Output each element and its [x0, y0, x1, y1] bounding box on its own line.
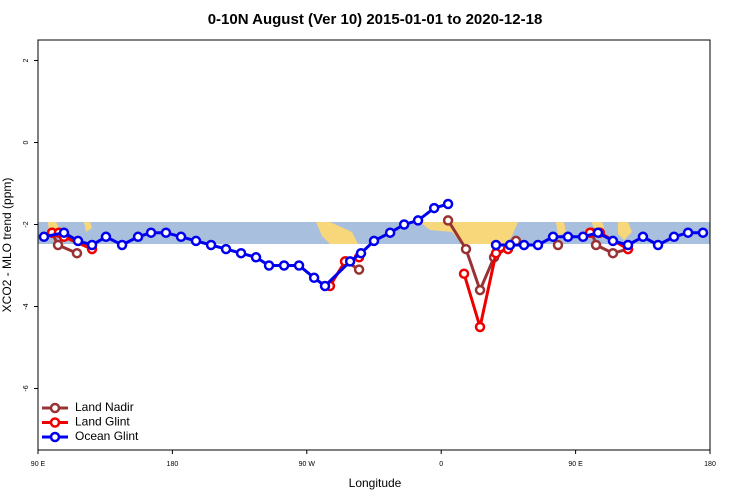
- data-point: [100, 231, 112, 243]
- data-point: [205, 239, 217, 251]
- x-axis-label: Longitude: [349, 476, 402, 490]
- data-point: [250, 252, 262, 263]
- data-point: [697, 227, 709, 238]
- data-point: [504, 239, 516, 251]
- data-point: [607, 235, 619, 247]
- data-point: [532, 239, 544, 251]
- map-strip: [38, 222, 710, 244]
- legend-label: Land Nadir: [75, 400, 134, 414]
- data-point: [442, 215, 454, 226]
- data-point: [72, 235, 84, 247]
- data-point: [490, 239, 502, 251]
- data-point: [458, 268, 470, 279]
- data-point: [668, 231, 680, 243]
- plot-frame: [37, 39, 711, 451]
- data-point: [355, 247, 367, 259]
- y-tick-label: -4: [23, 303, 30, 309]
- data-point: [607, 247, 619, 259]
- data-point: [175, 231, 187, 243]
- data-point: [552, 239, 564, 251]
- data-point: [190, 235, 202, 247]
- data-point: [235, 247, 247, 259]
- x-tick-label: 180: [167, 461, 179, 468]
- data-point: [682, 227, 694, 238]
- data-point: [398, 219, 410, 230]
- data-point: [518, 239, 530, 251]
- data-point: [319, 280, 331, 292]
- data-point: [353, 264, 365, 275]
- data-point: [52, 239, 64, 251]
- data-point: [474, 321, 486, 333]
- data-point: [278, 260, 290, 271]
- data-point: [474, 284, 486, 296]
- legend-marker: [49, 417, 61, 428]
- y-tick-label: 0: [23, 140, 30, 144]
- data-point: [58, 227, 70, 238]
- x-tick-label: 180: [704, 461, 716, 468]
- data-point: [293, 260, 305, 271]
- y-axis-label: XCO2 - MLO trend (ppm): [0, 178, 14, 313]
- data-point: [116, 239, 128, 251]
- y-tick-label: -6: [23, 385, 30, 391]
- data-point: [428, 202, 440, 214]
- legend-label: Ocean Glint: [75, 429, 139, 443]
- data-point: [132, 231, 144, 243]
- data-point: [592, 227, 604, 238]
- data-point: [637, 231, 649, 243]
- series-line: [43, 202, 449, 288]
- data-point: [442, 198, 454, 210]
- data-point: [71, 247, 83, 259]
- y-tick-label: 2: [23, 58, 30, 62]
- data-point: [547, 231, 559, 243]
- data-point: [412, 215, 424, 226]
- series-line: [590, 232, 629, 255]
- data-point: [562, 231, 574, 243]
- data-point: [577, 231, 589, 243]
- legend-marker: [49, 402, 61, 414]
- data-point: [460, 243, 472, 255]
- legend-label: Land Glint: [75, 415, 130, 429]
- data-point: [368, 235, 380, 247]
- x-tick-label: 90 E: [568, 461, 583, 468]
- data-point: [86, 239, 98, 251]
- data-point: [344, 256, 356, 267]
- data-point: [384, 227, 396, 238]
- x-tick-label: 90 E: [31, 461, 46, 468]
- y-tick-label: -2: [23, 221, 30, 227]
- series-line: [462, 247, 509, 328]
- data-point: [308, 272, 320, 284]
- x-tick-label: 0: [439, 461, 443, 468]
- data-point: [220, 243, 232, 255]
- data-point: [652, 239, 664, 251]
- data-point: [145, 227, 157, 238]
- data-point: [263, 260, 275, 271]
- data-point: [38, 231, 50, 243]
- data-point: [590, 239, 602, 251]
- chart-title: 0-10N August (Ver 10) 2015-01-01 to 2020…: [208, 11, 543, 28]
- data-point: [160, 227, 172, 238]
- legend-marker: [49, 431, 61, 443]
- data-point: [622, 239, 634, 251]
- x-tick-label: 90 W: [299, 461, 316, 468]
- data-point: [490, 247, 502, 259]
